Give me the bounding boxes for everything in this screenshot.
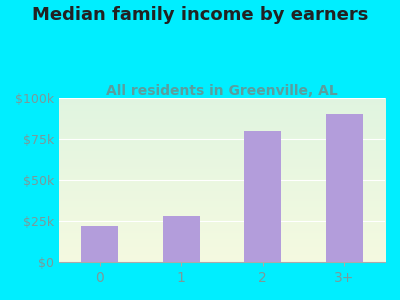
Bar [244, 131, 281, 262]
Bar [81, 226, 118, 262]
Bar [326, 114, 362, 262]
Title: All residents in Greenville, AL: All residents in Greenville, AL [106, 84, 338, 98]
Text: Median family income by earners: Median family income by earners [32, 6, 368, 24]
Bar [163, 216, 200, 262]
